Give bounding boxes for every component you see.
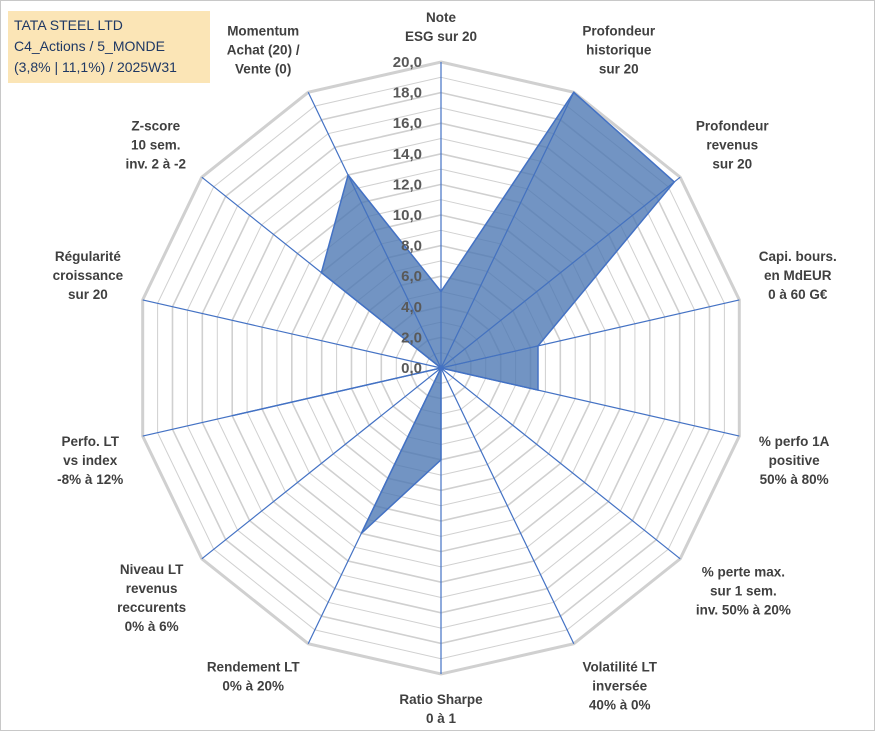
axis-label: Régularité bbox=[55, 249, 122, 264]
tick-label: 6,0 bbox=[401, 268, 422, 285]
tick-label: 14,0 bbox=[393, 146, 422, 163]
axis-spoke-overlay bbox=[440, 181, 675, 369]
axis-label: sur 20 bbox=[68, 287, 108, 302]
title-line-1: TATA STEEL LTD bbox=[14, 17, 123, 33]
axis-label: Profondeur bbox=[696, 118, 769, 133]
axis-spoke-overlay bbox=[440, 345, 539, 369]
axis-spoke-overlay bbox=[347, 174, 442, 369]
axis-label: reccurents bbox=[117, 600, 186, 615]
axis-label: revenus bbox=[126, 581, 178, 596]
axis-label: 0 à 1 bbox=[426, 711, 457, 726]
axis-label: sur 20 bbox=[712, 156, 752, 171]
axis-label: Volatilité LT bbox=[582, 660, 657, 675]
axis-label: revenus bbox=[706, 137, 758, 152]
title-box: TATA STEEL LTD C4_Actions / 5_MONDE (3,8… bbox=[8, 11, 210, 83]
series-layer bbox=[232, 91, 676, 534]
axis-label: croissance bbox=[53, 268, 124, 283]
axis-label: Note bbox=[426, 10, 456, 25]
axis-label: en MdEUR bbox=[764, 268, 832, 283]
tick-label: 12,0 bbox=[393, 176, 422, 193]
axis-label: Perfo. LT bbox=[61, 434, 119, 449]
axis-label: 50% à 80% bbox=[760, 472, 829, 487]
tick-label: 8,0 bbox=[401, 238, 422, 255]
axis-label: 40% à 0% bbox=[589, 698, 651, 713]
axis-label: Z-score bbox=[131, 118, 180, 133]
axis-label: -8% à 12% bbox=[57, 472, 123, 487]
axis-spoke-overlay bbox=[321, 272, 442, 369]
tick-labels: 0,0 2,0 4,0 6,0 8,0 10,0 12,0 14,0 16,0 18,0 20,0 bbox=[393, 54, 422, 377]
tick-label: 16,0 bbox=[393, 115, 422, 132]
axis-label: Achat (20) / bbox=[227, 42, 300, 57]
axis-label: 0% à 20% bbox=[222, 679, 284, 694]
axis-label: Niveau LT bbox=[120, 562, 184, 577]
axis-spoke bbox=[440, 367, 681, 560]
tick-label: 4,0 bbox=[401, 299, 422, 316]
axis-label: 0% à 6% bbox=[125, 619, 179, 634]
axis-spoke-overlay bbox=[440, 367, 539, 391]
axis-label: historique bbox=[586, 42, 652, 57]
axis-spoke bbox=[440, 367, 575, 644]
axis-label: Rendement LT bbox=[207, 660, 301, 675]
axis-label: Vente (0) bbox=[235, 61, 291, 76]
axis-label: sur 1 sem. bbox=[710, 584, 777, 599]
axis-label: ESG sur 20 bbox=[405, 29, 477, 44]
axis-label: % perfo 1A bbox=[759, 434, 830, 449]
axis-label: 0 à 60 G€ bbox=[768, 287, 828, 302]
axis-label: inv. 2 à -2 bbox=[126, 156, 187, 171]
axis-spoke-overlay bbox=[232, 367, 442, 417]
tick-label: 18,0 bbox=[393, 85, 422, 102]
axis-label: 10 sem. bbox=[131, 137, 181, 152]
axis-label: Momentum bbox=[227, 23, 299, 38]
axis-label: Ratio Sharpe bbox=[399, 692, 483, 707]
axis-label: positive bbox=[769, 453, 821, 468]
axis-spoke bbox=[142, 299, 442, 369]
title-line-3: (3,8% | 11,1%) / 2025W31 bbox=[14, 59, 177, 75]
tick-label: 0,0 bbox=[401, 360, 422, 377]
axis-label: inversée bbox=[592, 679, 647, 694]
axis-labels: Note ESG sur 20 Profondeur historique sur 20… bbox=[53, 10, 837, 726]
axis-label: Profondeur bbox=[582, 23, 655, 38]
tick-label: 20,0 bbox=[393, 54, 422, 71]
axis-label: % perte max. bbox=[702, 565, 785, 580]
axis-spoke-overlay bbox=[440, 92, 575, 369]
axis-label: vs index bbox=[63, 453, 118, 468]
tick-label: 10,0 bbox=[393, 207, 422, 224]
axis-label: Capi. bours. bbox=[759, 249, 837, 264]
axis-label: sur 20 bbox=[599, 61, 639, 76]
axis-label: inv. 50% à 20% bbox=[696, 603, 791, 618]
axis-spoke-overlay bbox=[360, 367, 442, 534]
title-line-2: C4_Actions / 5_MONDE bbox=[14, 38, 165, 54]
tick-label: 2,0 bbox=[401, 329, 422, 346]
axis-spoke bbox=[201, 367, 442, 560]
